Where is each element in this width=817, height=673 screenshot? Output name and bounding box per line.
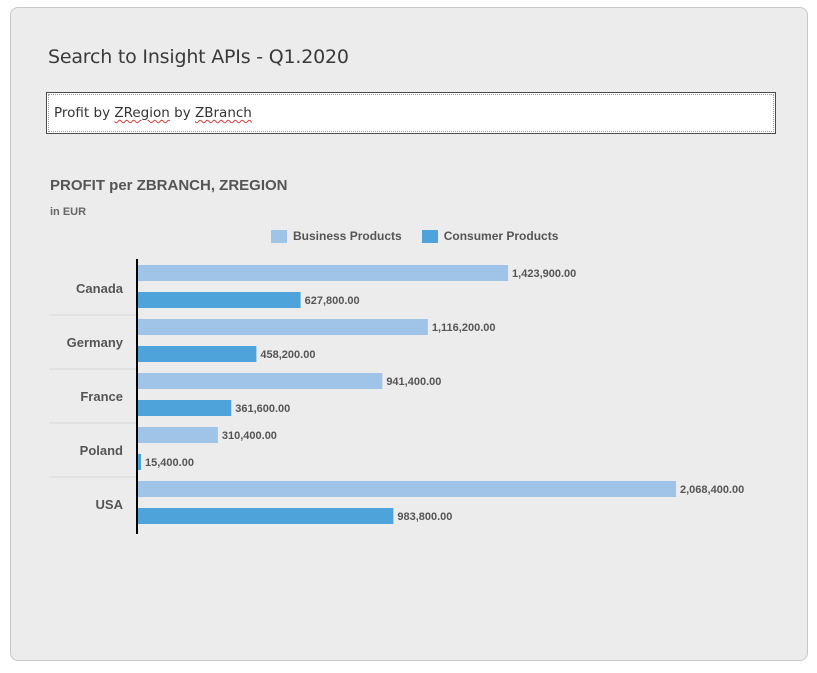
query-term-zbranch: ZBranch bbox=[194, 105, 252, 121]
bar-consumer-poland[interactable] bbox=[137, 454, 142, 470]
chart-card: Search to Insight APIs - Q1.2020 Profit … bbox=[10, 7, 808, 661]
bar-business-usa[interactable] bbox=[137, 481, 676, 497]
data-label-business-usa: 2,068,400.00 bbox=[680, 484, 744, 496]
query-middle: by bbox=[169, 105, 195, 121]
chart-title: PROFIT per ZBRANCH, ZREGION bbox=[50, 177, 288, 194]
data-label-business-canada: 1,423,900.00 bbox=[512, 268, 576, 280]
search-query-input[interactable]: Profit by ZRegion by ZBranch bbox=[46, 92, 776, 134]
data-label-consumer-germany: 458,200.00 bbox=[260, 349, 315, 361]
bar-consumer-usa[interactable] bbox=[137, 508, 394, 524]
data-label-consumer-usa: 983,800.00 bbox=[397, 511, 452, 523]
data-label-business-france: 941,400.00 bbox=[386, 376, 441, 388]
category-label-poland: Poland bbox=[80, 443, 123, 458]
category-label-germany: Germany bbox=[67, 335, 124, 350]
data-label-business-poland: 310,400.00 bbox=[222, 430, 277, 442]
bar-business-germany[interactable] bbox=[137, 319, 428, 335]
legend-item-consumer[interactable]: Consumer Products bbox=[421, 229, 559, 243]
legend-label-business: Business Products bbox=[293, 229, 402, 243]
category-label-canada: Canada bbox=[76, 281, 124, 296]
bar-consumer-canada[interactable] bbox=[137, 292, 301, 308]
query-prefix: Profit by bbox=[54, 105, 115, 121]
data-label-consumer-canada: 627,800.00 bbox=[305, 295, 360, 307]
legend-item-business[interactable]: Business Products bbox=[271, 229, 402, 243]
bar-business-france[interactable] bbox=[137, 373, 383, 389]
bar-consumer-germany[interactable] bbox=[137, 346, 257, 362]
legend-swatch-business bbox=[271, 229, 287, 243]
data-label-consumer-poland: 15,400.00 bbox=[145, 457, 194, 469]
bar-consumer-france[interactable] bbox=[137, 400, 232, 416]
legend-label-consumer: Consumer Products bbox=[443, 229, 559, 243]
chart-legend: Business Products Consumer Products bbox=[271, 229, 578, 243]
chart-subtitle: in EUR bbox=[50, 206, 87, 218]
query-term-zregion: ZRegion bbox=[114, 105, 170, 121]
category-label-usa: USA bbox=[96, 497, 124, 512]
data-label-consumer-france: 361,600.00 bbox=[235, 403, 290, 415]
card-title: Search to Insight APIs - Q1.2020 bbox=[48, 46, 349, 68]
data-label-business-germany: 1,116,200.00 bbox=[432, 322, 496, 334]
legend-swatch-consumer bbox=[421, 229, 438, 243]
bar-chart-plot: Canada 1,423,900.00 627,800.00 Germany 1,116… bbox=[49, 259, 744, 534]
bar-business-canada[interactable] bbox=[137, 265, 509, 281]
category-label-france: France bbox=[80, 389, 123, 404]
bar-business-poland[interactable] bbox=[137, 427, 218, 443]
search-query-text: Profit by ZRegion by ZBranch bbox=[54, 105, 252, 121]
